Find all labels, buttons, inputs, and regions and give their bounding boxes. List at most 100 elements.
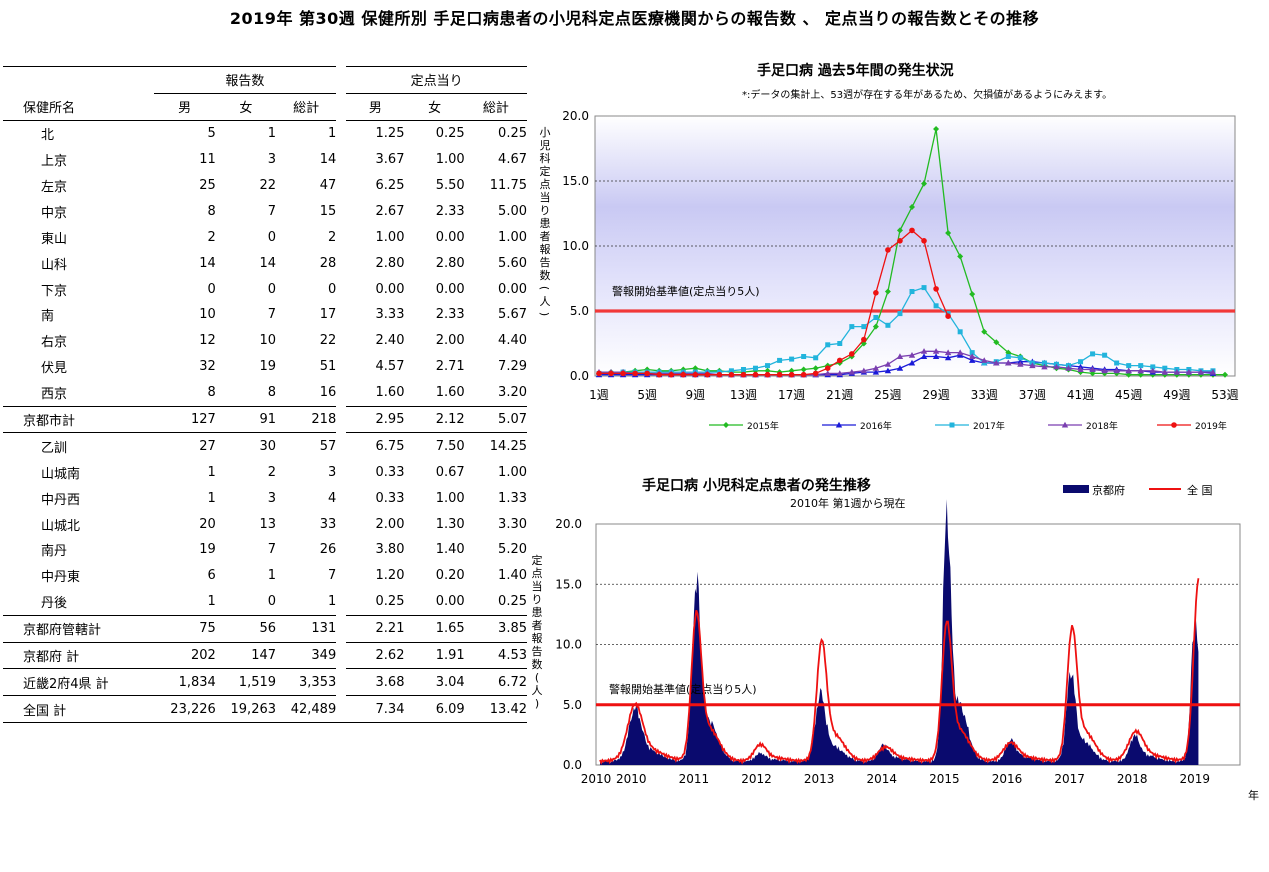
- column-gap: [336, 511, 346, 537]
- cell-m: 23,226: [153, 695, 216, 724]
- chart1-legend: 2015年 2016年 2017年 2018年 2019年: [709, 420, 1227, 432]
- cell-pm: 3.68: [346, 668, 405, 696]
- y-tick-label: 10.0: [562, 239, 589, 253]
- y-tick-label: 5.0: [570, 304, 589, 318]
- cell-t: 2: [327, 229, 337, 245]
- cell-t: 4: [327, 490, 337, 506]
- report-table-container: 報告数 定点当り 保健所名 男 女 総計 男 女 総計 北 5 1 1 1.25 0.25…: [3, 66, 527, 724]
- data-point: [764, 371, 771, 378]
- data-point: [860, 367, 868, 374]
- data-point: [1029, 362, 1036, 369]
- data-point: [836, 357, 843, 364]
- cell-f: 147: [215, 641, 277, 669]
- chart2-title: 手足口病 小児科定点患者の発生推移: [642, 477, 871, 494]
- data-point: [812, 370, 819, 377]
- table-row: 乙訓 27 30 57 6.75 7.50 14.25: [3, 432, 527, 460]
- cell-pm: 2.21: [346, 614, 405, 643]
- cell-pt: 14.25: [464, 432, 527, 460]
- cell-pt: 5.00: [498, 203, 527, 219]
- ylabel-char: 定: [540, 164, 551, 178]
- x-tick-label: 1週: [589, 388, 609, 402]
- column-gap: [336, 615, 346, 642]
- data-point: [945, 313, 951, 320]
- data-point: [908, 352, 916, 358]
- x-tick-label: 53週: [1211, 388, 1238, 402]
- data-point: [1162, 365, 1168, 371]
- x-tick-label: 2010: [581, 772, 612, 786]
- cell-m: 12: [199, 333, 216, 349]
- chart1-threshold-label: 警報開始基準値(定点当り5人): [612, 284, 760, 298]
- data-point: [1053, 363, 1060, 370]
- cell-t: 42,489: [276, 695, 337, 724]
- health-center-name: 乙訓: [3, 432, 154, 460]
- cell-f: 91: [215, 405, 277, 433]
- cell-f: 10: [259, 333, 277, 349]
- data-point: [824, 365, 831, 372]
- data-point: [1005, 359, 1012, 366]
- column-gap: [336, 147, 346, 173]
- x-tick-label: 2017: [1054, 772, 1085, 786]
- cell-m: 14: [199, 255, 216, 271]
- cell-t: 22: [319, 333, 337, 349]
- health-center-name: 山城南: [41, 466, 81, 482]
- data-point: [1125, 367, 1132, 374]
- table-row: 西京 8 8 16 1.60 1.60 3.20: [3, 380, 527, 406]
- table-row: 南 10 7 17 3.33 2.33 5.67: [3, 302, 527, 328]
- x-tick-label: 5週: [637, 388, 657, 402]
- data-point: [908, 359, 916, 366]
- cell-pt: 13.42: [464, 695, 527, 724]
- health-center-name: 京都市計: [3, 405, 154, 433]
- cell-f: 1: [267, 568, 277, 584]
- data-point: [800, 366, 807, 373]
- cell-pt: 3.85: [464, 614, 527, 643]
- chart2-y-ticks: 0.0 5.0 10.0 15.0 20.0: [555, 517, 582, 772]
- chart2-subtitle: 2010年 第1週から現在: [790, 496, 906, 510]
- cell-pt: 3.20: [498, 385, 527, 401]
- ylabel-char: 科: [540, 151, 551, 165]
- y-tick-label: 10.0: [555, 638, 582, 652]
- ylabel-char: 者: [540, 230, 551, 243]
- cell-pf: 2.00: [435, 333, 465, 349]
- table-row: 山科 14 14 28 2.80 2.80 5.60: [3, 250, 527, 276]
- header-male: 男: [178, 101, 192, 117]
- cell-m: 20: [199, 516, 216, 532]
- ylabel-char: 数: [532, 658, 543, 671]
- x-tick-label: 37週: [1019, 388, 1046, 402]
- data-point: [656, 371, 662, 378]
- legend-label: 2018年: [1086, 420, 1118, 432]
- x-tick-label: 25週: [874, 388, 901, 402]
- ylabel-char: 者: [532, 619, 543, 632]
- cell-m: 27: [153, 432, 216, 460]
- cell-m: 1,834: [153, 668, 216, 696]
- cell-pf: 2.80: [435, 255, 465, 271]
- cell-t: 16: [319, 385, 337, 401]
- data-point: [1222, 371, 1228, 378]
- ylabel-char: 患: [532, 606, 543, 619]
- cell-pt: 4.40: [498, 333, 527, 349]
- data-point: [981, 360, 987, 366]
- chart1-y-ticks: 0.0 5.0 10.0 15.0 20.0: [562, 109, 589, 383]
- data-point: [921, 238, 927, 244]
- x-tick-label: 13週: [730, 388, 757, 402]
- health-center-name: 東山: [41, 231, 68, 247]
- cell-f: 0: [267, 229, 277, 245]
- table-header-row: 保健所名 男 女 総計 男 女 総計: [3, 93, 527, 120]
- cell-pm: 3.33: [375, 307, 405, 323]
- cell-pm: 3.80: [375, 542, 405, 558]
- data-point: [1090, 351, 1096, 357]
- legend-marker: [949, 422, 955, 428]
- chart2-threshold: 警報開始基準値(定点当り5人): [596, 682, 1240, 707]
- data-point: [1065, 365, 1072, 371]
- data-point: [753, 365, 758, 371]
- cell-t: 3,353: [276, 668, 337, 696]
- x-tick-label: 41週: [1067, 388, 1094, 402]
- data-point: [788, 367, 795, 374]
- column-gap: [336, 328, 346, 354]
- health-center-name: 近畿2府4県 計: [3, 668, 154, 696]
- chart2-x-ticks: 2010 2010 2011 2012 2013 2014 2015 2016 2017 2018…: [581, 772, 1210, 786]
- data-point: [993, 339, 1000, 346]
- cell-pf: 1.91: [404, 641, 465, 669]
- y-tick-label: 15.0: [555, 577, 582, 591]
- data-point: [680, 371, 687, 378]
